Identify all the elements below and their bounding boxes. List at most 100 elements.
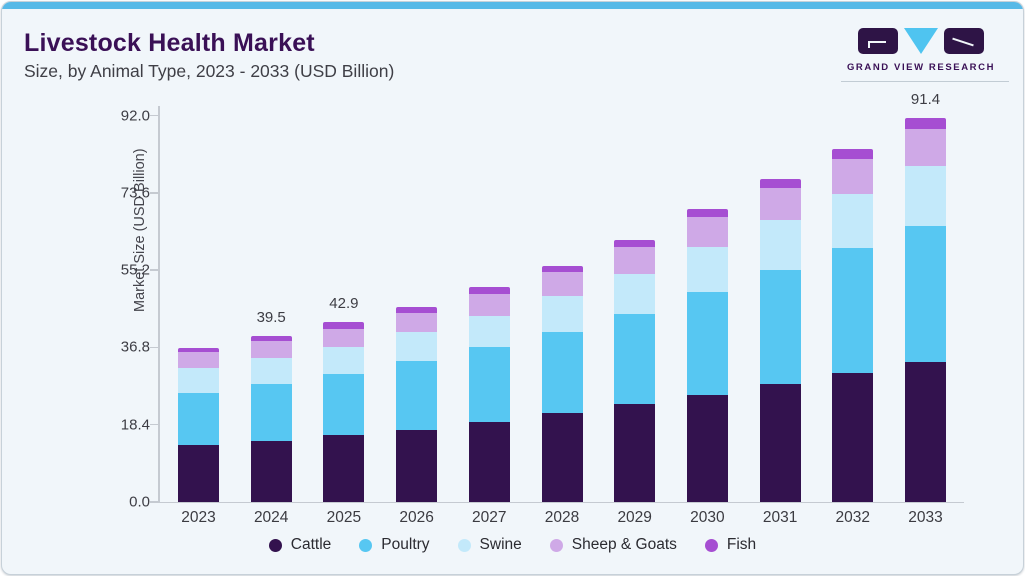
y-axis-title: Market Size (USD Billion) xyxy=(131,148,148,312)
legend-dot-icon xyxy=(359,538,373,552)
chart-legend: Cattle Poultry Swine Sheep & Goats Fish xyxy=(2,536,1023,554)
y-axis-line xyxy=(158,106,160,502)
y-axis-tick-label: 92.0 xyxy=(120,107,150,125)
bar-segment-sheep-goats-2029 xyxy=(614,247,656,275)
bar-segment-cattle-2024 xyxy=(250,440,292,502)
bar-segment-cattle-2026 xyxy=(396,429,438,502)
bar-segment-poultry-2025 xyxy=(323,373,365,435)
legend-dot-icon xyxy=(704,538,718,552)
bar-segment-sheep-goats-2031 xyxy=(759,187,801,221)
bar-segment-poultry-2032 xyxy=(832,248,874,374)
stacked-bar-2024 xyxy=(250,336,292,502)
stacked-bar-2025 xyxy=(323,321,365,502)
total-label-2024: 39.5 xyxy=(256,309,286,327)
bar-segment-swine-2026 xyxy=(396,331,438,362)
y-axis-tick-label: 18.4 xyxy=(120,416,150,434)
logo-shapes xyxy=(841,28,1001,56)
bar-segment-sheep-goats-2030 xyxy=(686,216,728,247)
legend-item-cattle: Cattle xyxy=(268,536,332,554)
x-axis-label-2027: 2027 xyxy=(472,509,507,526)
stacked-bar-2029 xyxy=(614,239,656,502)
legend-dot-icon xyxy=(268,538,282,552)
bar-segment-cattle-2030 xyxy=(686,394,728,502)
logo-g-icon xyxy=(858,28,898,54)
bar-segment-swine-2028 xyxy=(541,295,583,333)
logo-v-icon xyxy=(904,28,938,54)
x-axis-label-2023: 2023 xyxy=(181,509,216,526)
stacked-bar-2027 xyxy=(468,287,510,502)
logo-wordmark: GRAND VIEW RESEARCH xyxy=(846,62,996,73)
legend-item-sheep-goats: Sheep & Goats xyxy=(549,536,677,554)
bar-segment-cattle-2033 xyxy=(905,362,946,502)
y-axis-tick-label: 36.8 xyxy=(120,338,150,356)
stacked-bar-2031 xyxy=(759,178,801,502)
y-axis-tick xyxy=(150,114,158,117)
legend-label: Poultry xyxy=(381,536,430,553)
y-axis-tick xyxy=(150,423,158,426)
bar-segment-poultry-2031 xyxy=(759,270,801,384)
bar-segment-sheep-goats-2023 xyxy=(178,352,219,369)
bar-segment-cattle-2027 xyxy=(468,422,510,502)
bar-segment-fish-2033 xyxy=(905,118,946,129)
x-axis-label-2031: 2031 xyxy=(762,509,798,526)
bar-segment-poultry-2023 xyxy=(178,392,219,445)
bar-segment-fish-2027 xyxy=(468,287,510,294)
top-accent-bar xyxy=(2,2,1023,9)
total-label-2033: 91.4 xyxy=(910,91,941,109)
legend-item-fish: Fish xyxy=(704,536,757,554)
bar-segment-swine-2025 xyxy=(323,347,365,374)
page-title: Livestock Health Market xyxy=(24,29,315,57)
y-axis-tick-label: 0.0 xyxy=(129,493,150,511)
grand-view-research-logo: GRAND VIEW RESEARCH xyxy=(841,28,1001,73)
stacked-bar-2032 xyxy=(832,148,874,502)
legend-label: Sheep & Goats xyxy=(571,536,677,553)
page-subtitle: Size, by Animal Type, 2023 - 2033 (USD B… xyxy=(24,61,395,81)
x-axis-label-2029: 2029 xyxy=(617,509,652,526)
bar-segment-fish-2024 xyxy=(250,336,292,342)
bar-segment-poultry-2033 xyxy=(905,226,946,363)
bar-segment-swine-2023 xyxy=(178,368,219,393)
bar-segment-poultry-2029 xyxy=(614,313,656,405)
bar-segment-swine-2030 xyxy=(686,246,728,292)
legend-label: Cattle xyxy=(290,536,332,553)
legend-item-poultry: Poultry xyxy=(359,536,430,554)
bar-segment-fish-2029 xyxy=(614,239,656,248)
bar-segment-fish-2025 xyxy=(323,321,365,329)
stacked-bar-2030 xyxy=(686,208,728,502)
bar-segment-fish-2023 xyxy=(178,348,219,353)
bar-segment-cattle-2028 xyxy=(541,413,583,502)
stacked-bar-2033 xyxy=(905,118,946,502)
y-axis-tick xyxy=(150,346,158,349)
y-axis-tick xyxy=(150,501,158,503)
y-axis-tick xyxy=(150,192,158,194)
bar-segment-fish-2032 xyxy=(832,148,874,159)
bar-segment-cattle-2032 xyxy=(832,373,874,502)
bar-segment-cattle-2029 xyxy=(614,404,656,502)
legend-dot-icon xyxy=(457,538,471,552)
bar-segment-swine-2032 xyxy=(832,194,874,249)
y-axis-tick-label: 55.2 xyxy=(120,261,150,279)
logo-underline xyxy=(841,81,1009,82)
bar-segment-sheep-goats-2026 xyxy=(396,312,438,332)
bar-segment-sheep-goats-2032 xyxy=(832,158,874,195)
total-label-2025: 42.9 xyxy=(329,294,359,312)
stacked-bar-2028 xyxy=(541,266,583,502)
bar-segment-swine-2024 xyxy=(250,358,292,384)
bar-segment-poultry-2030 xyxy=(686,291,728,395)
x-axis-label-2024: 2024 xyxy=(253,509,289,526)
logo-r-icon xyxy=(944,28,984,54)
bar-segment-fish-2031 xyxy=(759,178,801,188)
bar-segment-swine-2031 xyxy=(759,220,801,271)
x-axis-label-2025: 2025 xyxy=(326,509,362,526)
legend-label: Fish xyxy=(726,536,757,553)
bar-segment-sheep-goats-2028 xyxy=(541,272,583,296)
legend-dot-icon xyxy=(549,538,563,552)
bar-segment-poultry-2027 xyxy=(468,347,510,423)
bar-segment-fish-2028 xyxy=(541,266,583,273)
stacked-bar-2026 xyxy=(396,306,438,502)
x-axis-label-2028: 2028 xyxy=(544,509,580,526)
x-axis-label-2030: 2030 xyxy=(690,509,725,526)
y-axis-tick-label: 73.6 xyxy=(120,184,150,202)
x-axis-label-2032: 2032 xyxy=(835,509,871,526)
